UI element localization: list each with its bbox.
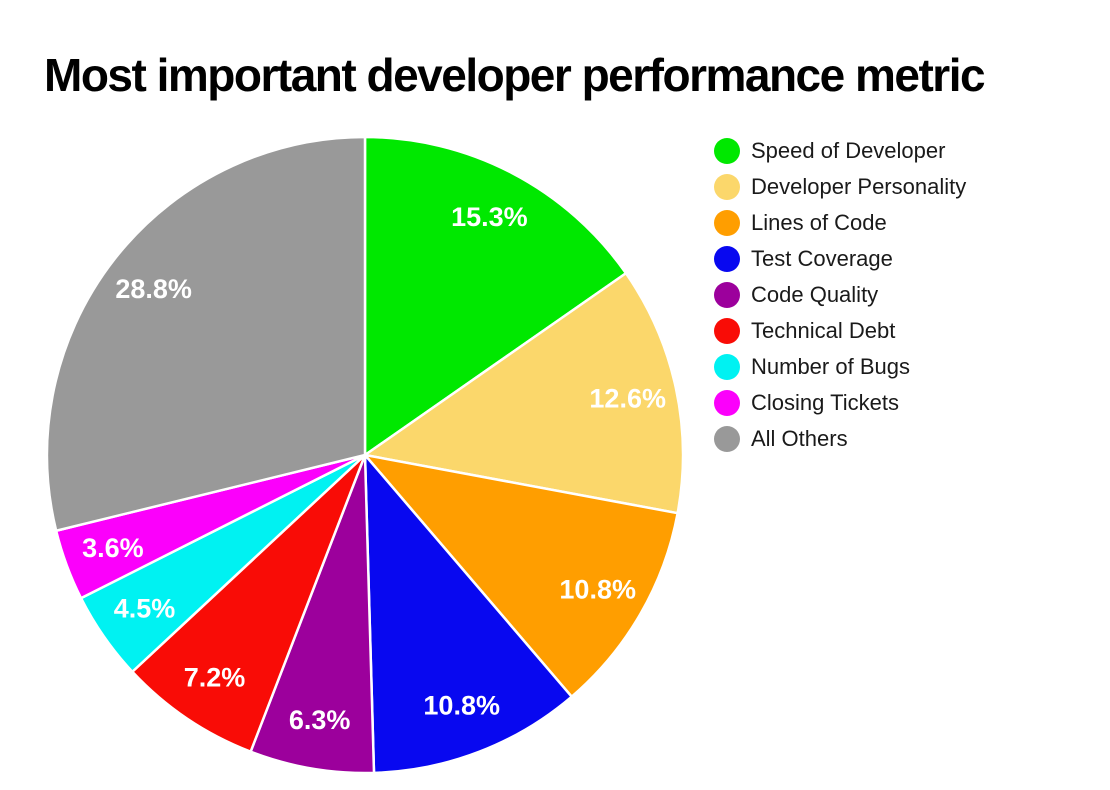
pie-slice (363, 135, 628, 457)
legend-swatch-icon (714, 390, 740, 416)
legend-label: Speed of Developer (751, 138, 946, 163)
legend-label: Closing Tickets (751, 390, 899, 415)
legend-item-closing-tickets: Closing Tickets (714, 385, 966, 421)
pie-slice-percent-label: 12.6% (589, 383, 666, 413)
legend-swatch-icon (714, 354, 740, 380)
pie-slice-percent-label: 10.8% (559, 574, 636, 604)
pie-slice (363, 271, 685, 515)
pie-slice (363, 453, 573, 775)
legend-label: Test Coverage (751, 246, 893, 271)
pie-slice-percent-label: 4.5% (114, 594, 176, 624)
legend-item-number-of-bugs: Number of Bugs (714, 349, 966, 385)
legend-swatch-icon (714, 138, 740, 164)
pie-slice-percent-label: 10.8% (423, 691, 500, 721)
legend-swatch-icon (714, 282, 740, 308)
chart-title: Most important developer performance met… (44, 49, 986, 101)
legend-label: Developer Personality (751, 174, 967, 199)
legend-swatch-icon (714, 210, 740, 236)
legend-label: All Others (751, 426, 848, 451)
pie-slice-percent-label: 6.3% (289, 705, 351, 735)
pie-slice (249, 453, 376, 775)
pie-slice-percent-label: 3.6% (82, 533, 144, 563)
legend-item-lines-of-code: Lines of Code (714, 205, 966, 241)
legend-label: Code Quality (751, 282, 879, 307)
legend-swatch-icon (714, 174, 740, 200)
legend-swatch-icon (714, 426, 740, 452)
legend-swatch-icon (714, 318, 740, 344)
legend-swatch-icon (714, 246, 740, 272)
legend-item-technical-debt: Technical Debt (714, 313, 966, 349)
legend-item-speed-of-developer: Speed of Developer (714, 133, 966, 169)
legend-label: Technical Debt (751, 318, 896, 343)
legend-item-test-coverage: Test Coverage (714, 241, 966, 277)
legend-item-developer-personality: Developer Personality (714, 169, 966, 205)
pie-slice-percent-label: 15.3% (451, 202, 528, 232)
pie-slice-percent-label: 7.2% (184, 663, 246, 693)
chart-legend: Speed of Developer Developer Personality… (714, 133, 966, 457)
pie-slice (363, 453, 679, 698)
pie-slice (45, 135, 367, 533)
legend-item-all-others: All Others (714, 421, 966, 457)
pie-slice (131, 453, 367, 753)
legend-label: Number of Bugs (751, 354, 910, 379)
pie-slice-percent-label: 28.8% (115, 274, 192, 304)
legend-item-code-quality: Code Quality (714, 277, 966, 313)
legend-label: Lines of Code (751, 210, 887, 235)
